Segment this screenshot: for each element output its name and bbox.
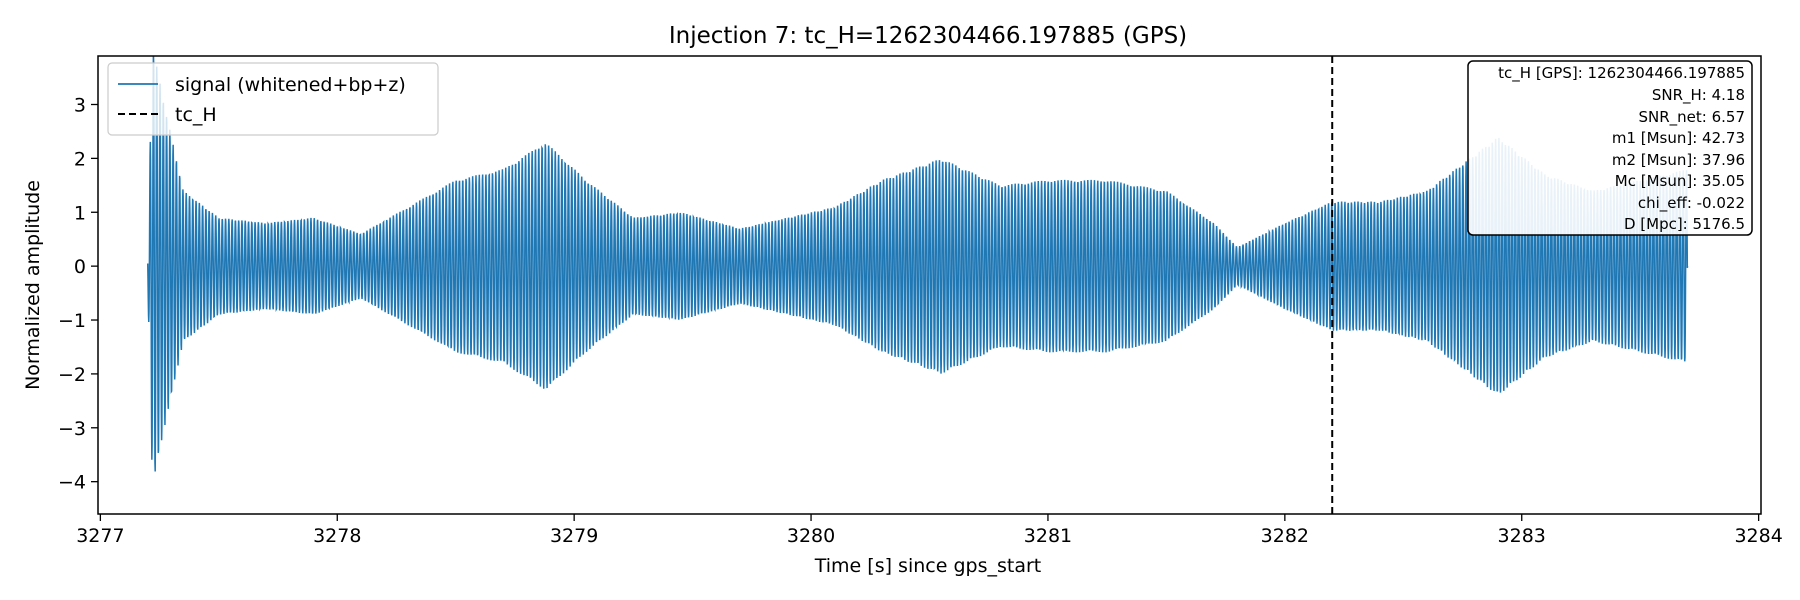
x-tick-label: 3283	[1498, 525, 1546, 547]
x-tick-label: 3278	[313, 525, 361, 547]
y-tick-label: 2	[74, 148, 86, 170]
signal-line	[147, 56, 1689, 472]
y-tick-label: −3	[58, 418, 86, 440]
y-tick-label: 3	[74, 94, 86, 116]
legend-signal-label: signal (whitened+bp+z)	[175, 74, 406, 96]
y-axis: 3 2 1 0 −1 −2 −3 −4	[58, 94, 98, 494]
legend: signal (whitened+bp+z) tc_H	[107, 62, 439, 136]
x-axis: 3277 3278 3279 3280 3281 3282 3283 3284	[76, 514, 1783, 547]
info-snr-h: SNR_H: 4.18	[1652, 86, 1745, 105]
info-snr-net: SNR_net: 6.57	[1638, 108, 1745, 127]
axes-frame	[97, 55, 1762, 515]
x-tick-label: 3282	[1261, 525, 1309, 547]
info-m1: m1 [Msun]: 42.73	[1612, 129, 1745, 147]
info-m2: m2 [Msun]: 37.96	[1612, 151, 1745, 169]
x-tick-label: 3284	[1734, 525, 1782, 547]
info-distance: D [Mpc]: 5176.5	[1624, 215, 1745, 233]
info-box: tc_H [GPS]: 1262304466.197885 SNR_H: 4.1…	[1467, 60, 1753, 236]
info-chi-eff: chi_eff: -0.022	[1638, 194, 1745, 213]
info-box-frame	[1467, 60, 1753, 236]
y-tick-label: −4	[58, 472, 86, 494]
x-tick-label: 3281	[1024, 525, 1072, 547]
y-tick-label: 0	[74, 256, 86, 278]
info-tc-gps: tc_H [GPS]: 1262304466.197885	[1498, 64, 1745, 83]
legend-tc-label: tc_H	[175, 104, 217, 126]
x-axis-label: Time [s] since gps_start	[814, 555, 1041, 577]
y-axis-label: Normalized amplitude	[22, 180, 44, 390]
chart-title: Injection 7: tc_H=1262304466.197885 (GPS…	[669, 23, 1187, 49]
x-tick-label: 3279	[550, 525, 598, 547]
legend-box	[107, 62, 439, 136]
plot-area	[147, 56, 1689, 514]
x-tick-label: 3277	[76, 525, 124, 547]
y-tick-label: −1	[58, 310, 86, 332]
y-tick-label: 1	[74, 202, 86, 224]
y-tick-label: −2	[58, 364, 86, 386]
x-tick-label: 3280	[787, 525, 835, 547]
info-mc: Mc [Msun]: 35.05	[1615, 172, 1745, 190]
